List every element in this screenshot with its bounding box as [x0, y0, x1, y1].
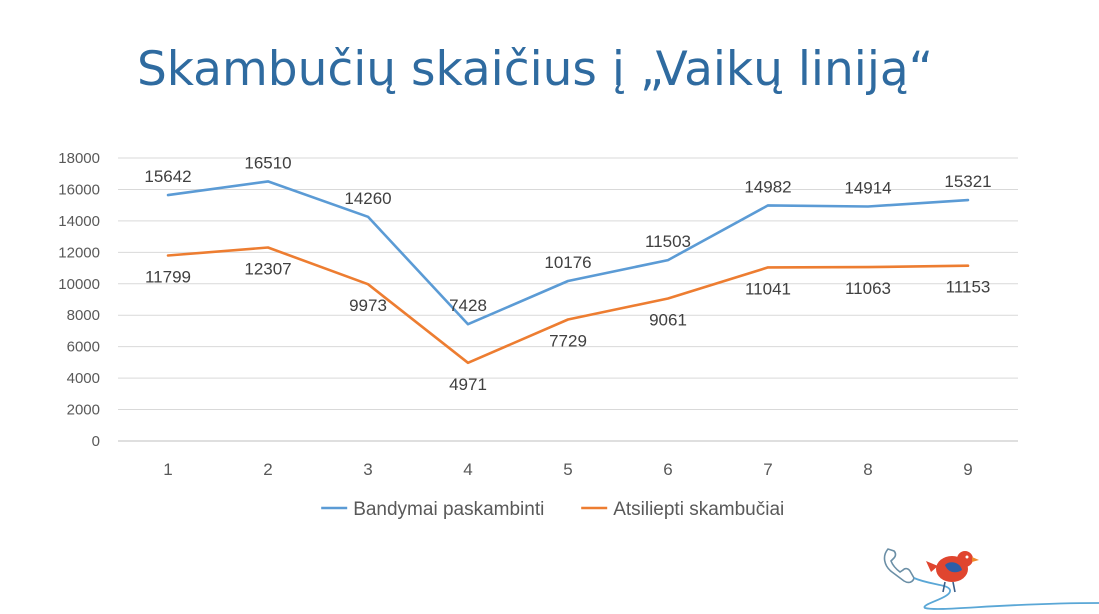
x-tick-label: 2: [263, 460, 272, 479]
phone-cord-icon: [913, 577, 1099, 610]
x-tick-label: 8: [863, 460, 872, 479]
data-label: 16510: [244, 153, 291, 172]
x-tick-label: 5: [563, 460, 572, 479]
data-label: 15642: [144, 167, 191, 186]
legend-item-1: Bandymai paskambinti: [321, 499, 544, 520]
series-line-1: [166, 180, 970, 326]
chart-series: [166, 180, 970, 365]
y-tick-label: 18000: [58, 150, 100, 167]
bird-beak-icon: [972, 557, 979, 562]
data-label: 7428: [449, 296, 487, 315]
data-label: 9973: [349, 296, 387, 315]
data-label: 7729: [549, 331, 587, 350]
chart-data-labels: 15642 16510 14260 7428 10176 11503 14982 14914 1…: [144, 153, 991, 393]
bird-head-icon: [957, 551, 973, 567]
phone-bird-logo: [883, 548, 1099, 610]
series-line-2: [166, 246, 970, 365]
bird-legs-icon: [942, 581, 956, 593]
data-label: 11063: [845, 279, 891, 298]
bird-wing-icon: [945, 562, 962, 573]
y-tick-label: 10000: [58, 276, 100, 293]
phone-handset-icon: [883, 548, 915, 584]
data-label: 11041: [745, 279, 791, 298]
y-tick-label: 0: [92, 433, 100, 450]
chart-gridlines: [118, 157, 1018, 442]
x-tick-label: 3: [363, 460, 372, 479]
chart-legend: Bandymai paskambinti Atsiliepti skambučia…: [321, 499, 784, 520]
x-tick-label: 1: [163, 460, 172, 479]
bird-tail-icon: [926, 561, 938, 572]
y-tick-label: 4000: [67, 370, 100, 387]
y-tick-label: 12000: [58, 244, 100, 261]
x-tick-label: 7: [763, 460, 772, 479]
chart-axes: 0 2000 4000 6000 8000 10000 12000 14000 16000 180…: [58, 150, 972, 479]
slide-title: Skambučių skaičius į „Vaikų liniją“: [136, 42, 934, 97]
data-label: 11503: [645, 232, 691, 251]
bird-eye-icon: [965, 555, 969, 559]
data-label: 11153: [946, 278, 991, 297]
y-tick-label: 16000: [58, 181, 100, 198]
legend-label: Bandymai paskambinti: [353, 499, 544, 520]
x-tick-label: 9: [963, 460, 972, 479]
y-tick-label: 6000: [67, 339, 100, 356]
x-tick-label: 4: [463, 460, 472, 479]
data-label: 14914: [844, 179, 891, 198]
y-tick-label: 8000: [67, 307, 100, 324]
data-label: 4971: [449, 375, 487, 394]
y-tick-label: 14000: [58, 213, 100, 230]
legend-label: Atsiliepti skambučiai: [613, 499, 784, 520]
data-label: 11799: [145, 267, 191, 286]
data-label: 14982: [744, 177, 791, 196]
data-label: 15321: [944, 172, 991, 191]
data-label: 14260: [344, 189, 391, 208]
legend-item-2: Atsiliepti skambučiai: [581, 499, 784, 520]
data-label: 10176: [544, 253, 591, 272]
x-tick-label: 6: [663, 460, 672, 479]
data-label: 12307: [244, 260, 291, 279]
data-label: 9061: [649, 311, 687, 330]
y-tick-label: 2000: [67, 402, 100, 419]
